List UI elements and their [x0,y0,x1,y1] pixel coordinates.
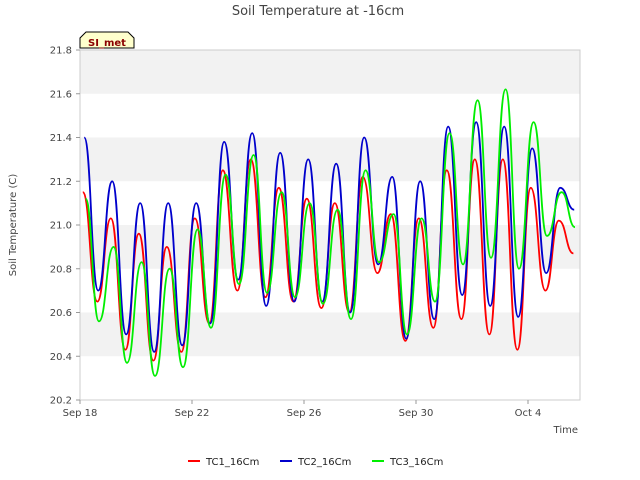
y-tick-label: 20.2 [50,396,72,407]
grid-band [80,356,580,400]
y-tick-label: 21.4 [50,133,72,144]
grid-band [80,137,580,182]
x-tick-label: Sep 30 [399,408,434,419]
y-tick-label: 20.6 [50,308,72,319]
y-tick-label: 21.2 [50,177,72,188]
station-badge-label: SI_met [88,38,126,49]
station-badge-shape [79,31,135,49]
legend-label: TC3_16Cm [389,457,443,468]
station-badge: SI_met [79,31,135,49]
x-tick-label: Sep 18 [63,408,98,419]
x-axis-ticks: Sep 18 Sep 22 Sep 26 Sep 30 Oct 4 [63,400,542,419]
legend-label: TC2_16Cm [297,457,351,468]
y-axis-ticks: 20.2 20.4 20.6 20.8 21.0 21.2 21.4 21.6 21.8 [50,46,80,407]
chart-title: Soil Temperature at -16cm [232,4,404,19]
y-tick-label: 20.4 [50,352,72,363]
y-tick-label: 20.8 [50,264,72,275]
legend: TC1_16Cm TC2_16Cm TC3_16Cm [188,457,443,468]
series-layer [81,88,576,377]
x-tick-label: Sep 26 [287,408,322,419]
x-tick-label: Sep 22 [175,408,210,419]
y-axis-title: Soil Temperature (C) [8,174,19,277]
grid-band [80,50,580,94]
x-axis-title: Time [553,425,578,436]
grid-band [80,268,580,313]
legend-label: TC1_16Cm [205,457,259,468]
x-tick-label: Oct 4 [515,408,542,419]
grid-band [80,93,580,138]
y-tick-label: 21.6 [50,89,72,100]
series-line-tc2-16cm [83,121,575,353]
y-tick-label: 21.0 [50,221,72,232]
series-line-tc3-16cm [84,88,576,377]
y-tick-label: 21.8 [50,46,72,57]
